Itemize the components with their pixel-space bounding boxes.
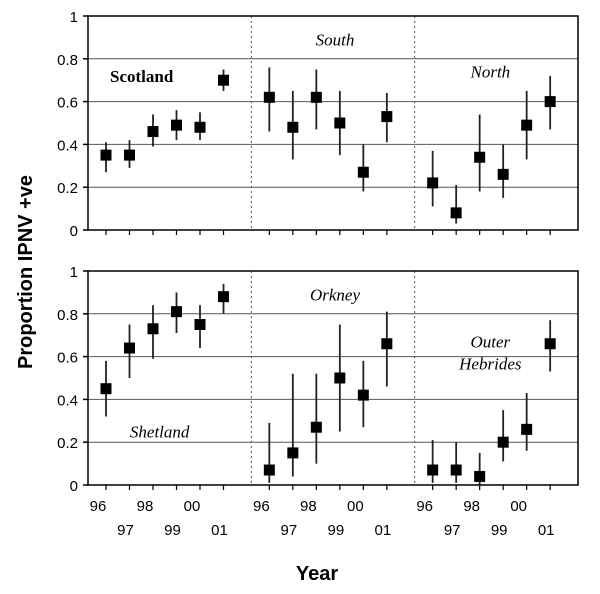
data-point <box>497 436 509 448</box>
data-point <box>474 151 486 163</box>
x-tick-label: 97 <box>117 522 134 539</box>
data-point <box>263 91 275 103</box>
data-point <box>521 119 533 131</box>
x-tick-label: 99 <box>327 522 344 539</box>
data-point <box>427 464 439 476</box>
y-tick-label: 0.4 <box>57 392 78 409</box>
y-tick-label: 0.8 <box>57 52 78 69</box>
data-point <box>334 372 346 384</box>
x-axis-title: Year <box>296 563 338 585</box>
data-point <box>544 96 556 108</box>
data-point <box>357 389 369 401</box>
group-label: Outer <box>470 333 510 352</box>
y-tick-label: 0.8 <box>57 307 78 324</box>
data-point <box>474 470 486 482</box>
group-label: Scotland <box>110 67 174 86</box>
y-tick-label: 0.6 <box>57 95 78 112</box>
plot-frame <box>87 270 579 486</box>
plot-frame <box>87 15 579 231</box>
data-point <box>287 121 299 133</box>
x-tick-label: 98 <box>463 498 480 515</box>
data-point <box>450 464 462 476</box>
x-tick-label: 00 <box>510 498 527 515</box>
y-tick-label: 0.2 <box>57 435 78 452</box>
group-label: Shetland <box>130 423 190 442</box>
data-point <box>427 177 439 189</box>
x-tick-label: 97 <box>280 522 297 539</box>
data-point <box>147 126 159 138</box>
data-point <box>100 383 112 395</box>
x-tick-label: 96 <box>90 498 107 515</box>
x-tick-label: 97 <box>444 522 461 539</box>
data-point <box>310 421 322 433</box>
y-tick-label: 0 <box>70 478 78 495</box>
y-tick-label: 1 <box>70 9 78 26</box>
x-tick-label: 99 <box>164 522 181 539</box>
x-tick-label: 98 <box>300 498 317 515</box>
data-point <box>218 74 229 86</box>
data-point <box>263 464 275 476</box>
data-point <box>381 111 393 123</box>
data-point <box>194 319 206 330</box>
data-point <box>357 166 369 178</box>
data-point <box>497 168 509 180</box>
y-tick-label: 0.4 <box>57 137 78 154</box>
group-label: South <box>316 31 355 50</box>
x-tick-label: 00 <box>184 498 201 515</box>
x-tick-label: 00 <box>347 498 364 515</box>
x-tick-label: 01 <box>211 522 228 539</box>
data-point <box>334 117 346 129</box>
data-point <box>521 423 533 435</box>
y-tick-label: 0 <box>70 223 78 240</box>
data-point <box>124 149 135 161</box>
data-point <box>100 149 112 161</box>
group-label: North <box>469 63 510 82</box>
data-point <box>310 91 322 103</box>
data-point <box>287 447 299 459</box>
group-label: Hebrides <box>458 355 522 374</box>
x-tick-label: 96 <box>253 498 270 515</box>
x-tick-label: 98 <box>137 498 154 515</box>
data-point <box>194 121 206 133</box>
group-label: Orkney <box>310 286 360 305</box>
x-tick-label: 99 <box>491 522 508 539</box>
y-tick-label: 0.6 <box>57 350 78 367</box>
data-point <box>171 306 182 318</box>
y-axis-title: Proportion IPNV +ve <box>15 175 37 369</box>
y-tick-label: 1 <box>70 264 78 281</box>
data-point <box>544 338 556 350</box>
x-tick-label: 01 <box>374 522 391 539</box>
data-point <box>171 119 182 131</box>
x-tick-label: 96 <box>416 498 433 515</box>
y-tick-label: 0.2 <box>57 180 78 197</box>
x-tick-label: 01 <box>538 522 555 539</box>
data-point <box>450 207 462 219</box>
data-point <box>381 338 393 350</box>
data-point <box>124 342 135 354</box>
data-point <box>218 291 229 303</box>
data-point <box>147 323 159 335</box>
